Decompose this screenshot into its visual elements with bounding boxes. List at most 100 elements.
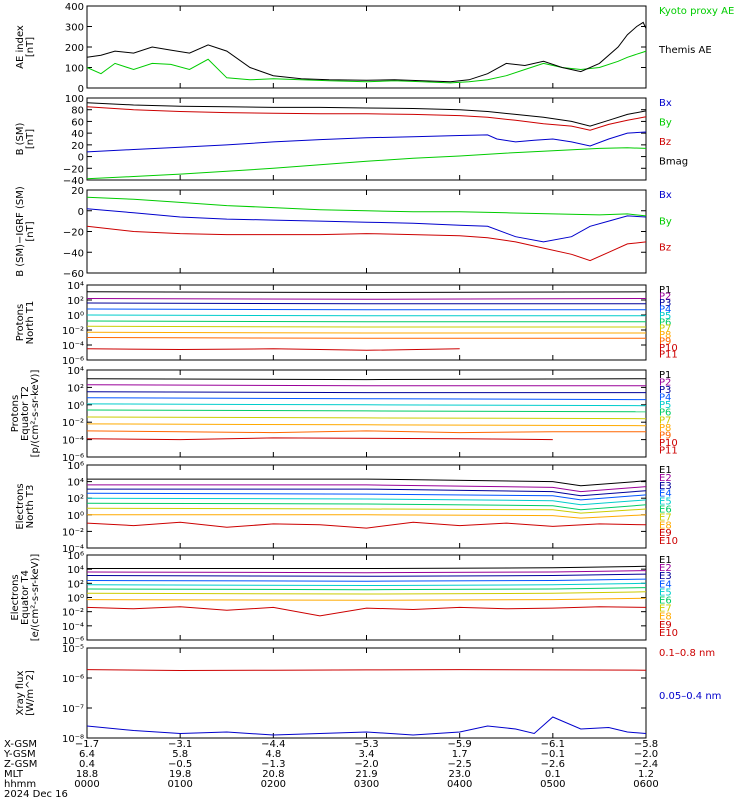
legend-entry: E6 — [659, 505, 672, 516]
y-tick-label: −40 — [63, 248, 84, 259]
x-axis-row-value: −2.5 — [448, 759, 472, 770]
series-line-p4 — [86, 308, 646, 311]
y-tick-label: 20 — [71, 186, 84, 197]
x-axis-row-value: −2.6 — [541, 759, 565, 770]
x-axis-row-value: 1.7 — [452, 749, 468, 760]
y-axis-label-line: B (SM)−IGRF (SM) — [15, 186, 26, 277]
legend-entry: E2 — [659, 563, 672, 574]
panel-dbigrf: −60 −40 −20 0 20 B (SM)−IGRF (SM)[nT] Bx By Bz — [15, 186, 672, 280]
y-axis-label-line: Protons — [10, 395, 21, 432]
legend-entry: P9 — [659, 337, 671, 348]
series-line-p9 — [86, 430, 646, 434]
legend-entry: Bx — [659, 190, 672, 201]
x-axis-row-value: −3.1 — [168, 739, 192, 750]
legend-entry: P2 — [659, 378, 671, 389]
x-axis-row-value: 0500 — [540, 779, 565, 790]
legend-entry: P7 — [659, 415, 671, 426]
legend-entry: Bz — [659, 137, 671, 148]
x-axis-row-value: 21.9 — [355, 769, 377, 780]
y-tick-label: 10⁰ — [67, 311, 84, 322]
series-line-e3 — [87, 488, 647, 497]
y-axis-label-line: [nT] — [25, 37, 36, 57]
legend-entry: Bx — [659, 98, 672, 109]
y-tick-label: 0 — [78, 84, 84, 95]
x-axis-row-value: 18.8 — [76, 769, 98, 780]
legend-entry: P5 — [659, 400, 671, 411]
series-line-p7 — [86, 325, 646, 328]
legend-entry: By — [659, 118, 672, 129]
y-axis-label-line: [nT] — [25, 129, 36, 149]
panel-p1: 10⁻⁶ 10⁻⁴ 10⁻² 10⁰ 10² 10⁴ ProtonsNorth T1 P1P2… — [15, 281, 678, 367]
legend-entry: Bmag — [659, 157, 688, 168]
legend-entry: P4 — [659, 304, 671, 315]
x-axis-row-value: −2.0 — [354, 759, 378, 770]
y-tick-label: 10² — [67, 494, 84, 505]
series-line-p2 — [86, 298, 647, 300]
legend-entry: E7 — [659, 512, 672, 523]
y-axis-label-line: Electrons — [15, 483, 26, 529]
legend-entry: P10 — [659, 343, 678, 354]
x-axis-row-value: −0.1 — [541, 749, 565, 760]
legend-entry: E6 — [659, 596, 672, 607]
y-axis-label-line: [nT] — [25, 221, 36, 241]
y-axis-label: ElectronsEquator T4[e/(cm²-s-sr-keV)] — [10, 554, 41, 642]
series-line-bmag — [86, 102, 647, 127]
series-line-e5 — [86, 582, 647, 587]
legend-entry: E7 — [659, 604, 672, 615]
series-line-p3 — [86, 302, 646, 305]
y-axis-label: ElectronsNorth T3 — [15, 483, 36, 529]
series-line-kyoto-proxy-ae — [86, 50, 647, 84]
x-axis-row-value: 3.4 — [359, 749, 375, 760]
series-line-0-1-0-8-nm — [86, 669, 647, 672]
series-line-p7 — [86, 416, 647, 420]
y-tick-label: 10⁴ — [67, 281, 84, 292]
legend-entry: P11 — [659, 350, 678, 361]
x-axis-row-value: −1.7 — [75, 739, 99, 750]
x-axis-row-value: −2.0 — [634, 749, 658, 760]
series-line-p5 — [86, 314, 646, 317]
y-tick-label: 60 — [71, 117, 84, 128]
series-line-p4 — [86, 397, 647, 401]
legend-entry: Themis AE — [658, 45, 712, 56]
y-tick-label: 10² — [67, 383, 84, 394]
y-axis-label-line: AE index — [15, 25, 26, 69]
series-line-e8 — [86, 597, 647, 601]
panel-p2: 10⁻⁶ 10⁻⁴ 10⁻² 10⁰ 10² 10⁴ ProtonsEquator T2[p… — [10, 366, 678, 464]
legend-entry: P3 — [659, 385, 671, 396]
x-axis-info: X-GSM −1.7 −3.1 −4.4 −5.3 −5.9 −6.1 −5.8 Y-GSM 6.… — [3, 739, 659, 800]
legend-entry: P8 — [659, 330, 671, 341]
legend-entry: E3 — [659, 571, 672, 582]
series-line-p1 — [86, 378, 647, 381]
legend-entry: E10 — [659, 536, 678, 547]
series-line-p3 — [86, 391, 646, 394]
legend-entry: E10 — [659, 628, 678, 639]
series-line-e3 — [86, 573, 647, 577]
series-line-e9 — [86, 606, 647, 617]
y-tick-label: 300 — [65, 23, 84, 34]
x-axis-row-value: 0200 — [261, 779, 286, 790]
legend-entry: E8 — [659, 520, 672, 531]
series-line-p10 — [86, 437, 553, 441]
y-tick-label: 10⁻⁴ — [62, 622, 84, 633]
series-line-e6 — [86, 587, 647, 591]
y-axis-label-line: B (SM) — [15, 122, 26, 155]
series-line-e7 — [86, 591, 647, 595]
x-axis-row-value: −1.3 — [261, 759, 285, 770]
y-tick-label: 10² — [67, 296, 84, 307]
panel-frame — [86, 464, 647, 549]
y-axis-label-line: Equator T4 — [20, 570, 31, 625]
legend-entry: E4 — [659, 489, 672, 500]
y-axis-label-line: North T1 — [25, 301, 36, 345]
panel-frame — [86, 369, 647, 458]
legend-entry: E5 — [659, 497, 672, 508]
series-line-e8 — [87, 514, 647, 519]
series-line-e6 — [86, 502, 647, 511]
y-tick-label: 10⁻² — [62, 326, 84, 337]
y-axis-label: B (SM)−IGRF (SM)[nT] — [15, 186, 36, 277]
legend-entry: E2 — [659, 473, 672, 484]
y-axis-label: B (SM)[nT] — [15, 122, 36, 155]
y-tick-label: −60 — [63, 269, 84, 280]
legend-entry: P1 — [659, 370, 671, 381]
x-axis-row-value: −0.5 — [168, 759, 192, 770]
